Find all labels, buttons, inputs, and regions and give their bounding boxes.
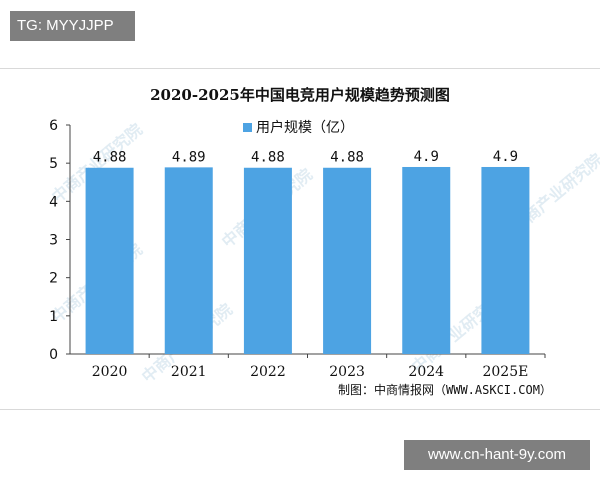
bar-value-label: 4.89: [172, 149, 206, 165]
bar: [164, 167, 213, 354]
legend-label: 用户规模（亿）: [256, 120, 354, 136]
bar-value-label: 4.88: [330, 150, 364, 166]
bar-value-label: 4.9: [414, 149, 439, 165]
x-tick-label: 2024: [408, 364, 444, 380]
legend-swatch: [243, 122, 252, 132]
y-tick-label: 2: [49, 271, 58, 287]
top-tag: TG: MYYJJPP: [10, 11, 135, 41]
y-tick-label: 0: [49, 347, 58, 363]
x-tick-label: 2025E: [482, 364, 528, 380]
y-tick-label: 6: [49, 118, 58, 134]
x-tick-label: 2020: [92, 364, 128, 380]
bar-value-label: 4.88: [93, 150, 127, 166]
chart-legend: 用户规模（亿）: [243, 117, 354, 137]
bar: [402, 166, 451, 354]
bar: [323, 167, 372, 354]
x-tick-label: 2021: [171, 364, 207, 380]
bar: [243, 167, 292, 354]
y-tick-label: 5: [49, 156, 58, 172]
x-tick-label: 2022: [250, 364, 286, 380]
y-tick-label: 3: [49, 233, 58, 249]
footer-tag: www.cn-hant-9y.com: [404, 440, 590, 470]
x-tick-label: 2023: [329, 364, 365, 380]
bar: [481, 166, 530, 354]
bar-value-label: 4.88: [251, 150, 285, 166]
bar: [85, 167, 134, 354]
source-note: 制图：中商情报网（WWW.ASKCI.COM）: [338, 383, 552, 397]
y-tick-label: 4: [49, 194, 58, 210]
y-tick-label: 1: [49, 309, 58, 325]
chart-title: 2020-2025年中国电竞用户规模趋势预测图: [150, 86, 450, 104]
bar-value-label: 4.9: [493, 149, 518, 165]
